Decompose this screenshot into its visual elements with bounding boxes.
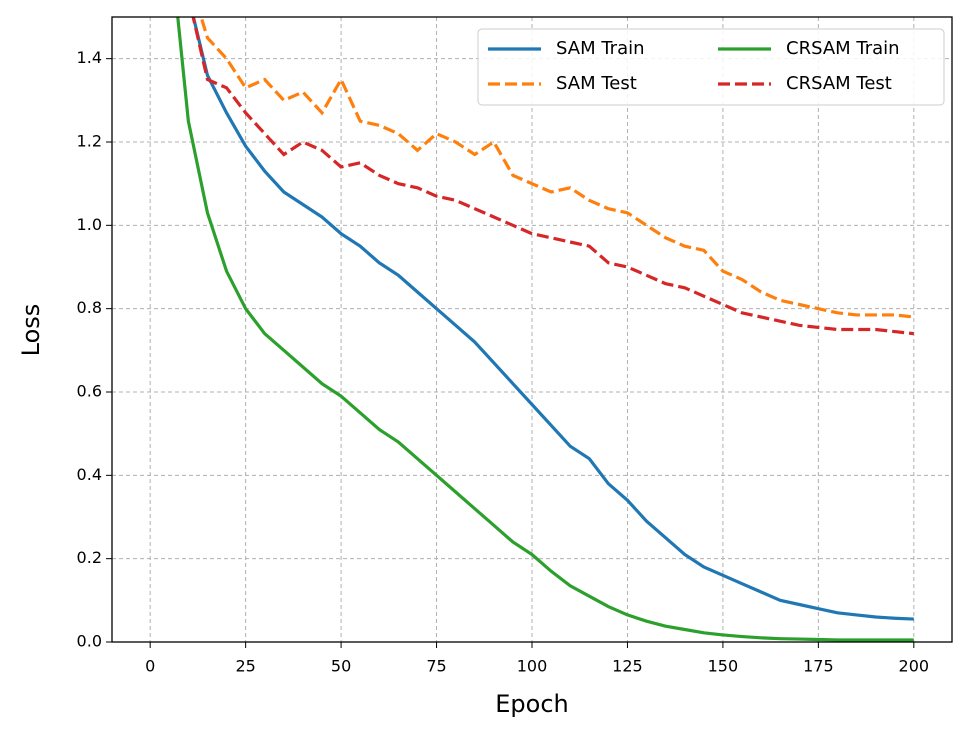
series-line [191, 17, 914, 621]
x-tick-label: 0 [145, 657, 155, 676]
x-tick-label: 100 [517, 657, 548, 676]
x-tick-label: 150 [708, 657, 739, 676]
x-tick-label: 125 [612, 657, 643, 676]
legend-box [477, 28, 945, 106]
y-tick-label: 0.2 [77, 548, 102, 567]
x-tick-label: 200 [899, 657, 930, 676]
y-tick-label: 0.6 [77, 382, 102, 401]
legend-label: SAM Test [556, 73, 637, 94]
x-axis-label: Epoch [495, 690, 569, 718]
y-tick-label: 0.0 [77, 632, 102, 651]
series-line [176, 17, 914, 642]
legend-label: SAM Train [556, 38, 645, 59]
y-tick-label: 1.2 [77, 132, 102, 151]
legend-label: CRSAM Test [786, 73, 892, 94]
x-tick-label: 25 [235, 657, 255, 676]
y-tick-label: 1.4 [77, 48, 102, 67]
x-tick-label: 175 [803, 657, 834, 676]
y-tick-label: 1.0 [77, 215, 102, 234]
series-line [199, 17, 914, 319]
y-axis-label: Loss [17, 304, 45, 357]
plot-area [176, 17, 914, 642]
x-tick-label: 75 [426, 657, 446, 676]
legend-label: CRSAM Train [786, 38, 900, 59]
series-line [191, 17, 914, 336]
plot-frame [111, 16, 953, 643]
y-tick-label: 0.4 [77, 465, 102, 484]
x-tick-label: 50 [331, 657, 351, 676]
y-tick-label: 0.8 [77, 298, 102, 317]
